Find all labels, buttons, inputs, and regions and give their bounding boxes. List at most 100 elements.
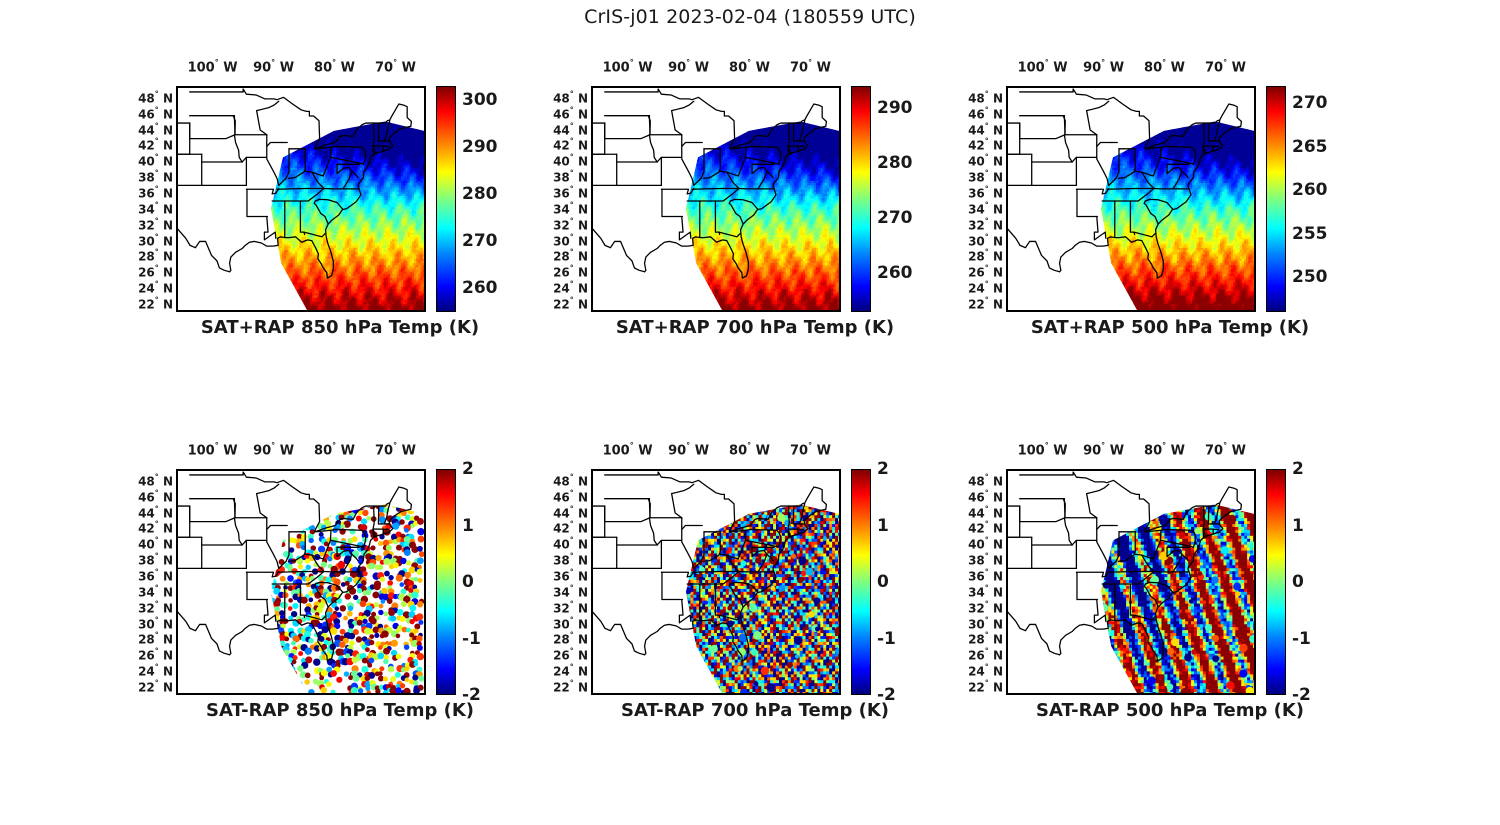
latitude-axis: 48° N 46° N 44° N 42° N 40° N 38° N 36° N 34° N… <box>960 468 1006 696</box>
latitude-axis: 48° N 46° N 44° N 42° N 40° N 38° N 36° N 34° N… <box>960 85 1006 313</box>
colorbar-tick-label: 1 <box>877 516 889 536</box>
panel-caption: SAT-RAP 850 hPa Temp (K) <box>130 700 550 721</box>
latitude-tick-label: 30° N <box>968 616 1003 631</box>
colorbar-tick-labels: 250 255 260 265 270 <box>1290 86 1370 312</box>
longitude-axis: 100° W 90° W 80° W 70° W <box>1006 438 1256 462</box>
latitude-tick-label: 26° N <box>138 647 173 662</box>
map-borders <box>1008 88 1243 279</box>
longitude-axis: 100° W 90° W 80° W 70° W <box>591 438 841 462</box>
latitude-tick-label: 22° N <box>138 296 173 311</box>
latitude-tick-label: 40° N <box>138 536 173 551</box>
latitude-tick-label: 42° N <box>968 520 1003 535</box>
map-axes[interactable] <box>591 86 841 312</box>
latitude-tick-label: 36° N <box>138 568 173 583</box>
latitude-tick-label: 44° N <box>968 122 1003 137</box>
longitude-tick-label: 70° W <box>1205 441 1246 458</box>
latitude-tick-label: 46° N <box>138 106 173 121</box>
longitude-tick-label: 100° W <box>1018 441 1068 458</box>
latitude-tick-label: 42° N <box>553 520 588 535</box>
longitude-tick-label: 80° W <box>1144 58 1185 75</box>
latitude-tick-label: 38° N <box>553 552 588 567</box>
map-canvas <box>178 88 424 310</box>
latitude-tick-label: 40° N <box>968 153 1003 168</box>
panel-caption: SAT+RAP 500 hPa Temp (K) <box>960 317 1380 338</box>
latitude-tick-label: 36° N <box>553 568 588 583</box>
longitude-tick-label: 80° W <box>314 441 355 458</box>
colorbar <box>436 469 456 695</box>
latitude-tick-label: 46° N <box>138 489 173 504</box>
latitude-tick-label: 30° N <box>553 616 588 631</box>
latitude-tick-label: 44° N <box>138 505 173 520</box>
colorbar-gradient <box>1267 470 1285 694</box>
panel-caption: SAT-RAP 700 hPa Temp (K) <box>545 700 965 721</box>
figure-title: CrIS-j01 2023-02-04 (180559 UTC) <box>0 6 1500 28</box>
colorbar-tick-label: 1 <box>1292 516 1304 536</box>
latitude-tick-label: 24° N <box>553 663 588 678</box>
retrieval-swath <box>1100 504 1254 693</box>
latitude-tick-label: 24° N <box>138 663 173 678</box>
longitude-tick-label: 100° W <box>1018 58 1068 75</box>
latitude-tick-label: 46° N <box>553 106 588 121</box>
colorbar-gradient <box>852 87 870 311</box>
map-axes[interactable] <box>1006 469 1256 695</box>
colorbar-gradient <box>1267 87 1285 311</box>
latitude-tick-label: 46° N <box>968 489 1003 504</box>
latitude-tick-label: 48° N <box>968 473 1003 488</box>
latitude-tick-label: 42° N <box>968 137 1003 152</box>
longitude-axis: 100° W 90° W 80° W 70° W <box>176 55 426 79</box>
latitude-tick-label: 36° N <box>138 185 173 200</box>
colorbar-tick-label: 0 <box>462 572 474 592</box>
latitude-tick-label: 30° N <box>138 233 173 248</box>
map-axes[interactable] <box>1006 86 1256 312</box>
longitude-tick-label: 90° W <box>668 441 709 458</box>
longitude-tick-label: 90° W <box>253 441 294 458</box>
colorbar-tick-labels: 260 270 280 290 <box>875 86 955 312</box>
longitude-tick-label: 90° W <box>1083 441 1124 458</box>
colorbar-gradient <box>852 470 870 694</box>
colorbar-tick-label: 2 <box>877 459 889 479</box>
colorbar-tick-label: 260 <box>877 263 913 283</box>
colorbar-tick-label: 290 <box>462 137 498 157</box>
latitude-tick-label: 38° N <box>968 552 1003 567</box>
colorbar-tick-label: 0 <box>1292 572 1304 592</box>
longitude-tick-label: 70° W <box>790 58 831 75</box>
latitude-tick-label: 38° N <box>553 169 588 184</box>
longitude-tick-label: 100° W <box>188 441 238 458</box>
colorbar-tick-label: -2 <box>462 685 481 705</box>
latitude-tick-label: 26° N <box>553 647 588 662</box>
map-borders <box>178 88 413 279</box>
colorbar-tick-label: 255 <box>1292 224 1328 244</box>
latitude-tick-label: 38° N <box>138 552 173 567</box>
latitude-tick-label: 40° N <box>968 536 1003 551</box>
map-axes[interactable] <box>176 469 426 695</box>
colorbar-tick-label: 265 <box>1292 137 1328 157</box>
latitude-axis: 48° N 46° N 44° N 42° N 40° N 38° N 36° N 34° N… <box>545 85 591 313</box>
latitude-tick-label: 48° N <box>968 90 1003 105</box>
latitude-tick-label: 38° N <box>138 169 173 184</box>
latitude-tick-label: 22° N <box>553 296 588 311</box>
latitude-tick-label: 34° N <box>968 584 1003 599</box>
panel-sat-minus-rap-850: 100° W 90° W 80° W 70° W 48° N 46° N 44° N 42° … <box>130 438 550 738</box>
panel-sat-rap-sum-700: 100° W 90° W 80° W 70° W 48° N 46° N 44° N 42° … <box>545 55 965 355</box>
colorbar <box>851 469 871 695</box>
colorbar <box>1266 86 1286 312</box>
colorbar-tick-label: -1 <box>462 629 481 649</box>
latitude-tick-label: 40° N <box>553 536 588 551</box>
colorbar-gradient <box>437 470 455 694</box>
latitude-tick-label: 22° N <box>968 679 1003 694</box>
colorbar-tick-label: 0 <box>877 572 889 592</box>
panel-caption: SAT+RAP 700 hPa Temp (K) <box>545 317 965 338</box>
map-borders <box>593 88 828 279</box>
map-axes[interactable] <box>591 469 841 695</box>
map-axes[interactable] <box>176 86 426 312</box>
latitude-tick-label: 40° N <box>553 153 588 168</box>
panel-caption: SAT+RAP 850 hPa Temp (K) <box>130 317 550 338</box>
colorbar <box>1266 469 1286 695</box>
colorbar-tick-label: 300 <box>462 90 498 110</box>
latitude-tick-label: 26° N <box>553 264 588 279</box>
latitude-tick-label: 28° N <box>138 631 173 646</box>
colorbar-tick-label: 280 <box>877 153 913 173</box>
longitude-tick-label: 100° W <box>188 58 238 75</box>
latitude-tick-label: 26° N <box>138 264 173 279</box>
longitude-tick-label: 70° W <box>375 58 416 75</box>
